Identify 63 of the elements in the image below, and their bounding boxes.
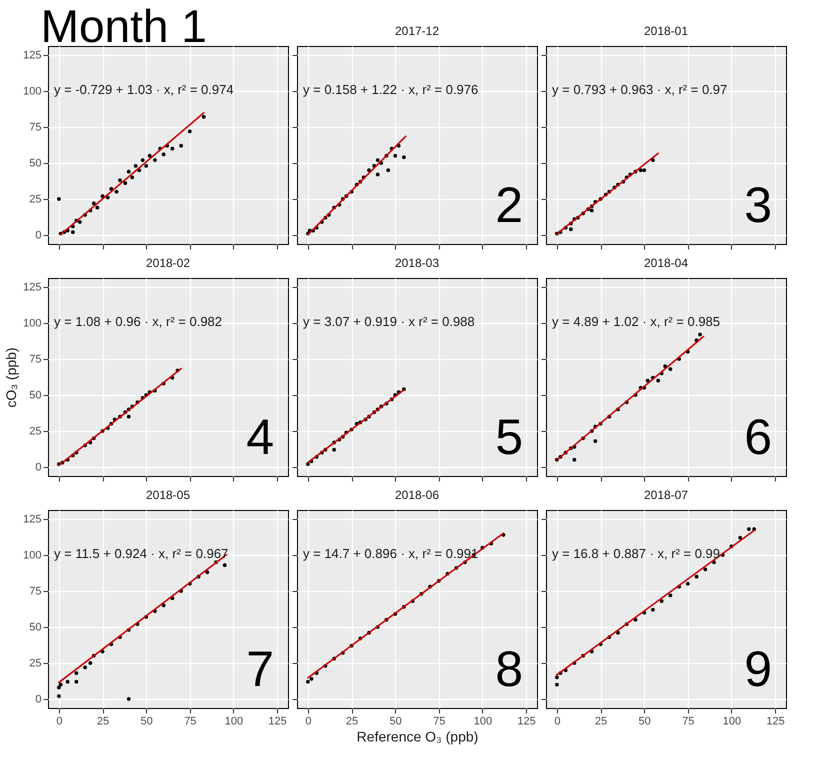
annotation: 2 <box>495 177 523 233</box>
y-tick-label: 50 <box>29 158 42 170</box>
annotation: y = 3.07 + 0.919 · x r² = 0.988 <box>303 314 475 329</box>
y-tick-label: 50 <box>29 390 42 402</box>
chart-title: 2018-01 <box>644 24 688 38</box>
y-tick-label: 100 <box>23 318 42 330</box>
x-tick-label: 75 <box>433 716 446 728</box>
x-tick-label: 0 <box>305 716 312 728</box>
annotation: y = 0.793 + 0.963 · x, r² = 0.97 <box>552 82 728 97</box>
annotation: 5 <box>495 409 523 465</box>
annotation: y = 1.08 + 0.96 · x, r² = 0.982 <box>54 314 222 329</box>
annotation: 3 <box>744 177 772 233</box>
x-tick-label: 0 <box>554 716 560 728</box>
y-tick-label: 25 <box>29 426 42 438</box>
y-tick-label: 125 <box>23 514 42 526</box>
chart-title: 2018-03 <box>394 256 440 270</box>
y-tick-label: 25 <box>29 658 42 670</box>
annotation: y = 16.8 + 0.887 · x, r² = 0.99 <box>552 546 720 561</box>
annotation: y = 0.158 + 1.22 · x, r² = 0.976 <box>303 82 478 97</box>
x-tick-label: 125 <box>766 716 785 728</box>
x-tick-label: 25 <box>594 716 608 728</box>
chart-title: 2018-06 <box>394 488 440 502</box>
x-tick-label: 100 <box>224 716 244 728</box>
x-tick-label: 25 <box>346 716 358 728</box>
y-tick-label: 75 <box>29 122 42 134</box>
chart-title: 2018-02 <box>146 256 190 270</box>
x-tick-label: 0 <box>56 716 62 728</box>
x-tick-label: 125 <box>268 716 287 728</box>
y-tick-label: 75 <box>29 354 42 366</box>
annotation: 6 <box>744 409 772 465</box>
chart-title: Month 1 <box>40 0 207 52</box>
y-tick-label: 125 <box>23 282 42 294</box>
y-tick-label: 25 <box>29 194 42 206</box>
annotation: 9 <box>744 641 772 697</box>
chart-title: 2017-12 <box>394 24 440 38</box>
x-tick-label: 100 <box>722 716 742 728</box>
x-tick-label: 125 <box>517 716 536 728</box>
y-tick-label: 100 <box>23 86 42 98</box>
x-axis-title: Reference O₃ (ppb) <box>356 728 478 744</box>
annotation: 8 <box>495 641 523 697</box>
annotation: 7 <box>246 641 274 697</box>
x-tick-label: 50 <box>638 716 651 728</box>
y-tick-label: 50 <box>29 622 42 634</box>
x-tick-label: 25 <box>96 716 110 728</box>
y-tick-label: 125 <box>23 50 42 62</box>
y-tick-label: 0 <box>35 230 42 242</box>
y-axis-title: cO₃ (ppb) <box>3 347 20 408</box>
y-tick-label: 0 <box>35 462 42 474</box>
annotation: y = 11.5 + 0.924 · x, r² = 0.967 <box>54 546 228 561</box>
annotation: y = 4.89 + 1.02 · x, r² = 0.985 <box>552 314 720 329</box>
x-tick-label: 100 <box>474 716 492 728</box>
x-tick-label: 75 <box>682 716 694 728</box>
x-tick-label: 75 <box>184 716 196 728</box>
chart-title: 2018-07 <box>644 488 688 502</box>
chart-title: 2018-04 <box>644 256 688 270</box>
y-tick-label: 100 <box>23 550 42 562</box>
y-tick-label: 75 <box>29 586 42 598</box>
annotation: 4 <box>246 409 274 465</box>
y-tick-label: 0 <box>35 694 42 706</box>
x-tick-label: 50 <box>390 716 402 728</box>
chart-title: 2018-05 <box>146 488 190 502</box>
annotation: y = -0.729 + 1.03 · x, r² = 0.974 <box>54 82 234 97</box>
x-tick-label: 50 <box>140 716 153 728</box>
